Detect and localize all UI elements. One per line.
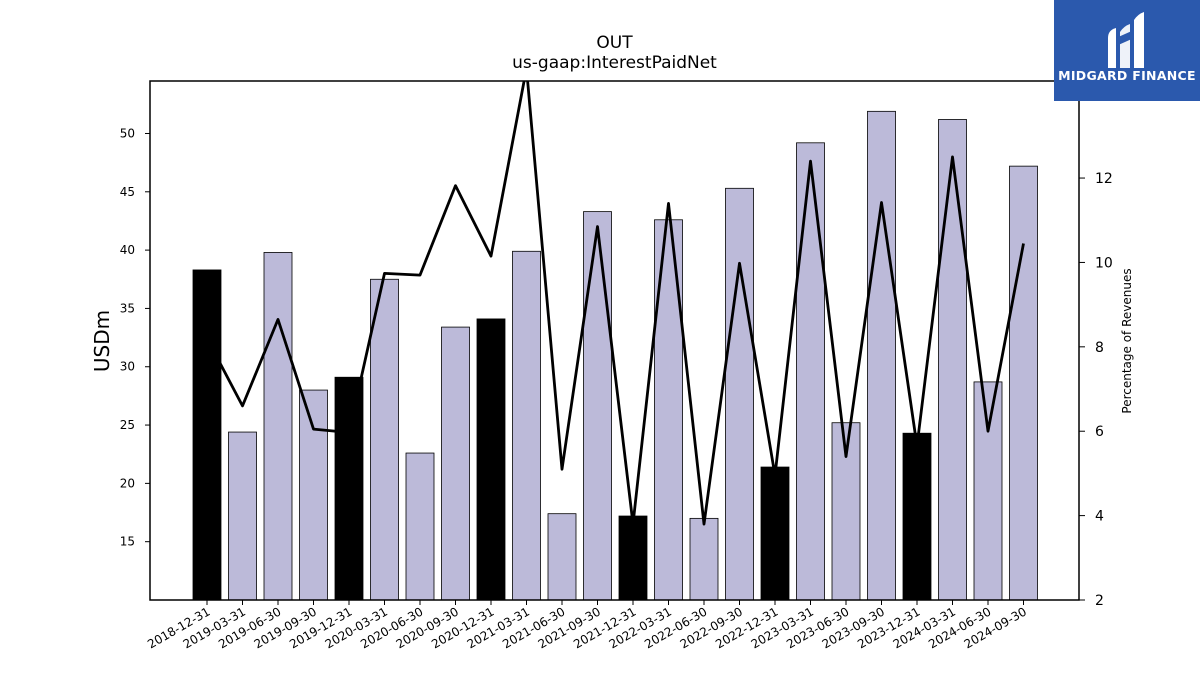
y-axis-label-left: USDm [90,310,114,372]
bar-2020-06-30 [405,452,435,601]
bars-group [192,110,1038,601]
bar-2020-12-31 [476,318,506,601]
y-tick-label-20: 20 [120,476,135,490]
bar-2024-03-31 [938,119,967,601]
bar-2024-06-30 [973,381,1003,601]
y2-tick-label-10: 10 [1095,255,1113,271]
y-tick-label-40: 40 [120,243,135,257]
midgard-logo-icon [1108,12,1144,68]
bar-2023-12-31 [902,432,932,601]
bar-2019-12-31 [334,376,364,601]
y-tick-label-25: 25 [120,418,135,432]
y-axis-left: 15 20 25 30 35 40 45 50 [120,126,150,549]
bar-2018-12-31 [192,269,222,601]
y-tick-label-45: 45 [120,185,135,199]
logo-text: MIDGARD FINANCE [1058,68,1196,83]
bar-2021-03-31 [512,250,541,601]
y-tick-label-30: 30 [120,360,135,374]
bar-2021-09-30 [583,211,612,601]
bar-2020-03-31 [370,278,399,601]
y2-tick-label-4: 4 [1095,509,1104,525]
bar-2020-09-30 [441,326,470,601]
bar-2022-06-30 [689,517,719,601]
bar-2024-09-30 [1009,165,1038,601]
bar-2023-09-30 [867,110,896,601]
y-tick-label-15: 15 [120,535,135,549]
brand-logo: MIDGARD FINANCE [1054,0,1200,101]
x-axis: 2018-12-312019-03-312019-06-302019-09-30… [145,600,1029,651]
bar-2022-12-31 [760,466,790,601]
line-group [205,81,1025,526]
bar-2019-03-31 [228,431,257,601]
y-tick-label-50: 50 [120,126,135,140]
y-tick-label-35: 35 [120,301,135,315]
y2-tick-label-8: 8 [1095,340,1104,356]
y2-tick-label-12: 12 [1095,171,1113,187]
y2-tick-label-2: 2 [1095,593,1104,609]
y-axis-label-right: Percentage of Revenues [1120,268,1134,413]
bar-2019-09-30 [299,389,328,601]
plot-frame [149,80,1080,601]
bar-2023-03-31 [796,142,825,601]
bar-2022-03-31 [654,219,683,601]
bar-2022-09-30 [725,187,754,601]
bar-2019-06-30 [263,252,293,601]
chart-title: OUT [596,33,633,53]
bar-2021-06-30 [547,513,577,601]
chart-subtitle: us-gaap:InterestPaidNet [512,53,717,73]
bar-2021-12-31 [618,515,648,601]
y2-tick-label-6: 6 [1095,424,1104,440]
y-axis-right: 2 4 6 8 10 12 [1079,171,1113,609]
line-series-percentage [205,81,1025,526]
